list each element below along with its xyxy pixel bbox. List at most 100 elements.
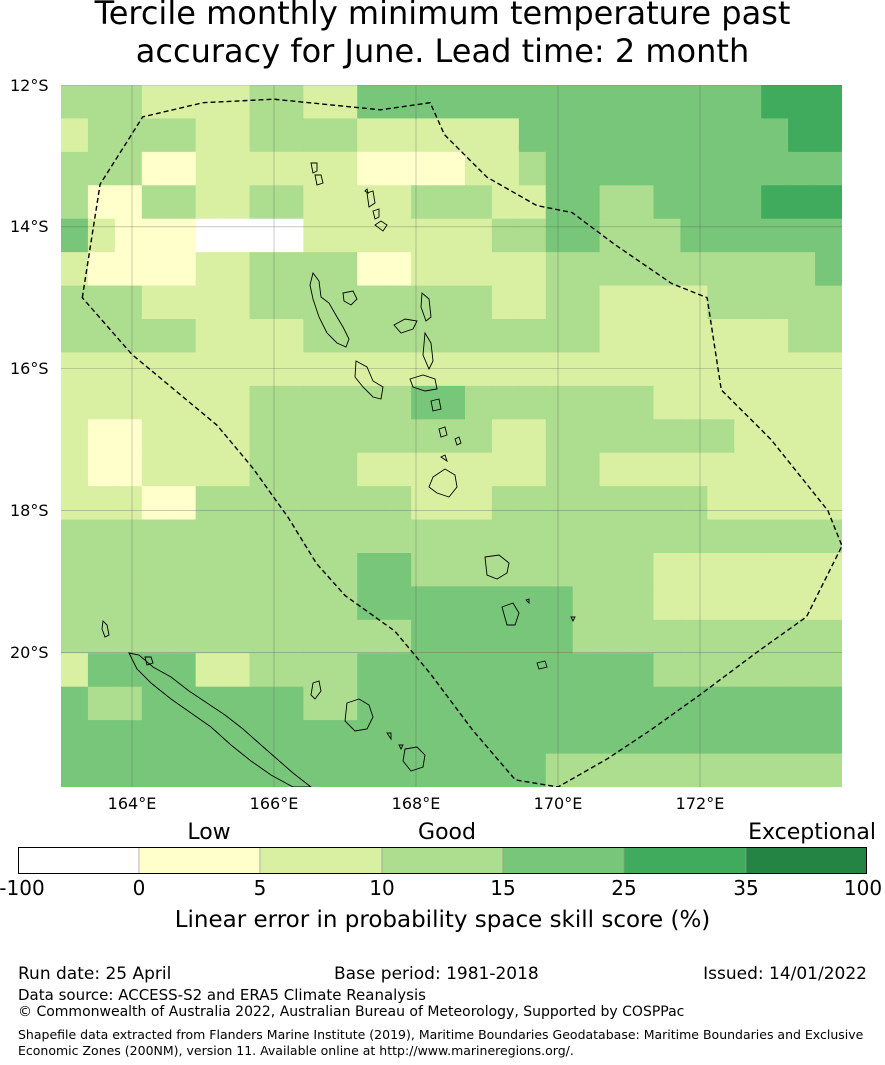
grid-cell <box>87 151 116 186</box>
grid-cell <box>464 653 493 688</box>
grid-cell <box>761 519 789 554</box>
grid-cell <box>141 720 170 755</box>
grid-cell <box>357 419 385 454</box>
grid-cell <box>680 519 708 554</box>
grid-cell <box>707 686 735 721</box>
grid-cell <box>384 218 412 253</box>
grid-cell <box>87 452 116 487</box>
grid-cell <box>114 686 143 721</box>
grid-cell <box>653 218 682 253</box>
grid-cell <box>330 653 358 688</box>
grid-cell <box>141 285 170 320</box>
grid-cell <box>61 285 89 320</box>
colorbar-label: Linear error in probability space skill … <box>174 907 711 933</box>
grid-cell <box>276 653 304 688</box>
grid-cell <box>87 519 116 554</box>
grid-cell <box>114 619 143 654</box>
grid-cell <box>626 185 655 220</box>
grid-cell <box>222 686 251 721</box>
grid-cell <box>249 419 278 454</box>
grid-cell <box>330 352 358 387</box>
grid-cell <box>464 519 493 554</box>
grid-cell <box>303 653 331 688</box>
grid-cell <box>87 586 116 621</box>
grid-cell <box>653 619 682 654</box>
grid-cell <box>788 519 816 554</box>
run-date: Run date: 25 April <box>18 964 172 984</box>
grid-cell <box>653 753 682 787</box>
island-epi <box>430 398 442 412</box>
grid-cell <box>384 151 412 186</box>
grid-cell <box>707 252 735 287</box>
grid-cell <box>518 720 547 755</box>
grid-cell <box>653 519 682 554</box>
grid-cell <box>249 553 278 588</box>
grid-cell <box>626 419 655 454</box>
grid-cell <box>788 619 816 654</box>
grid-cell <box>491 319 520 354</box>
grid-cell <box>438 352 466 387</box>
island-espiritu-santo <box>309 271 350 348</box>
grid-cell <box>491 753 520 787</box>
grid-cell <box>411 385 439 420</box>
island-maewo <box>420 292 432 322</box>
grid-cell <box>572 319 601 354</box>
grid-cell <box>168 452 197 487</box>
grid-cell <box>249 151 278 186</box>
grid-cell <box>626 686 655 721</box>
grid-cell <box>545 319 574 354</box>
grid-cell <box>734 151 762 186</box>
grid-cell <box>626 118 655 153</box>
grid-cell <box>357 753 385 787</box>
grid-cell <box>168 85 197 120</box>
grid-cell <box>545 486 574 521</box>
grid-cell <box>357 151 385 186</box>
grid-cell <box>761 151 789 186</box>
grid-cell <box>626 519 655 554</box>
grid-cell <box>61 118 89 153</box>
grid-cell <box>734 218 762 253</box>
grid-cell <box>545 218 574 253</box>
grid-cell <box>491 519 520 554</box>
grid-cell <box>518 185 547 220</box>
grid-cell <box>114 319 143 354</box>
grid-cell <box>626 553 655 588</box>
grid-cell <box>249 720 278 755</box>
grid-cell <box>303 319 331 354</box>
grid-cell <box>222 118 251 153</box>
grid-cell <box>491 252 520 287</box>
grid-cell <box>707 385 735 420</box>
category-low: Low <box>187 820 231 845</box>
grid-cell <box>249 218 278 253</box>
swatch-5 <box>623 847 747 874</box>
copyright: © Commonwealth of Australia 2022, Austra… <box>18 1004 685 1020</box>
tick-minus100: -100 <box>0 876 45 900</box>
grid-cell <box>330 85 358 120</box>
grid-cell <box>734 85 762 120</box>
island-belep <box>101 620 110 638</box>
grid-cell <box>411 586 439 621</box>
grid-cell <box>384 586 412 621</box>
grid-cell <box>545 118 574 153</box>
lon-label-164e: 164°E <box>107 794 157 813</box>
grid-cell <box>411 619 439 654</box>
grid-cell <box>303 118 331 153</box>
grid-cell <box>438 486 466 521</box>
grid-cell <box>168 486 197 521</box>
grid-cell <box>572 352 601 387</box>
grid-cell <box>761 385 789 420</box>
grid-cell <box>61 586 89 621</box>
grid-cell <box>653 720 682 755</box>
grid-cell <box>141 486 170 521</box>
grid-cell <box>545 385 574 420</box>
grid-cell <box>87 385 116 420</box>
grid-cell <box>249 452 278 487</box>
island-mare <box>402 746 426 772</box>
grid-cell <box>195 686 224 721</box>
grid-cell <box>195 352 224 387</box>
grid-cell <box>572 85 601 120</box>
grid-cell <box>599 586 628 621</box>
grid-cell <box>761 85 789 120</box>
grid-cell <box>303 185 331 220</box>
grid-cell <box>384 118 412 153</box>
